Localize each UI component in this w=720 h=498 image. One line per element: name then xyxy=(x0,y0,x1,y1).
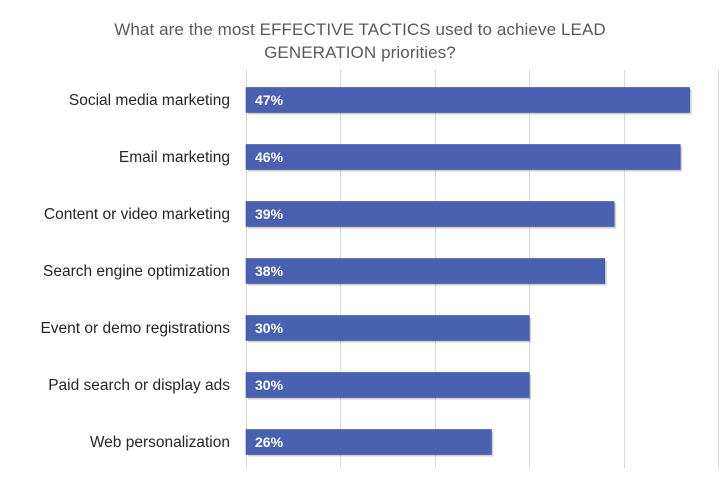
bar-value-label: 30% xyxy=(255,320,284,336)
chart-title-line-2: GENERATION priorities? xyxy=(264,43,456,62)
bar xyxy=(245,87,690,113)
bar-value-label: 39% xyxy=(255,206,284,222)
bar xyxy=(245,315,530,341)
chart-title-line-1: What are the most EFFECTIVE TACTICS used… xyxy=(114,20,606,39)
bar xyxy=(245,144,681,170)
category-label: Paid search or display ads xyxy=(48,377,230,394)
bar xyxy=(245,429,492,455)
category-label: Search engine optimization xyxy=(43,263,230,280)
bar-value-label: 38% xyxy=(255,263,284,279)
bar xyxy=(245,201,615,227)
category-label: Content or video marketing xyxy=(44,206,230,223)
bar-value-label: 47% xyxy=(255,92,284,108)
category-label: Social media marketing xyxy=(69,92,230,109)
category-label: Web personalization xyxy=(90,434,230,451)
bar xyxy=(245,258,606,284)
bar xyxy=(245,372,530,398)
bar-value-label: 30% xyxy=(255,377,284,393)
category-label: Event or demo registrations xyxy=(40,320,230,337)
category-label: Email marketing xyxy=(119,149,230,166)
bar-value-label: 46% xyxy=(255,149,284,165)
bar-value-label: 26% xyxy=(255,434,284,450)
